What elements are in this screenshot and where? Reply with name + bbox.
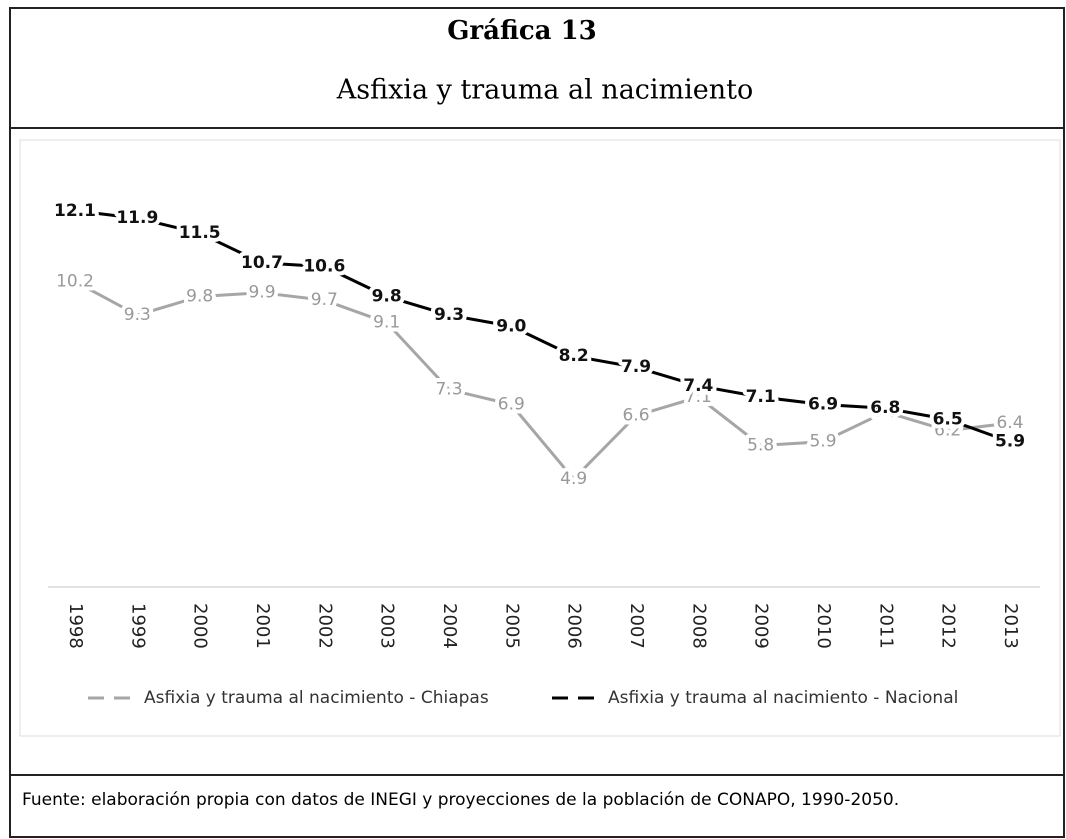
data-label: 6.4 [996, 413, 1023, 433]
data-label: 9.8 [186, 286, 213, 306]
data-label: 7.3 [435, 380, 462, 400]
chart-title: Gráfica 13 [447, 16, 597, 46]
data-label: 9.1 [373, 313, 400, 333]
legend-label: Asfixia y trauma al nacimiento - Naciona… [608, 688, 958, 708]
data-label: 9.8 [372, 286, 402, 306]
data-label: 7.9 [621, 357, 651, 377]
data-label: 9.9 [248, 283, 275, 303]
data-label: 11.5 [179, 223, 221, 243]
series-line [74, 280, 1011, 482]
legend: Asfixia y trauma al nacimiento - Chiapas… [88, 688, 958, 708]
data-label: 5.8 [747, 435, 774, 455]
data-label: 11.9 [116, 208, 158, 228]
x-tick-label: 2006 [564, 603, 585, 649]
chart-subtitle: Asfixia y trauma al nacimiento [336, 75, 754, 106]
x-tick-label: 1998 [65, 603, 86, 649]
data-label: 6.9 [498, 394, 525, 414]
data-label: 6.5 [933, 409, 963, 429]
data-label: 9.0 [496, 316, 526, 336]
data-label: 9.7 [311, 290, 338, 310]
data-label: 9.3 [434, 305, 464, 325]
data-label: 8.2 [559, 346, 589, 366]
x-tick-label: 2009 [751, 603, 772, 649]
data-label: 7.4 [683, 376, 713, 396]
x-tick-label: 2003 [377, 603, 398, 649]
x-tick-label: 2001 [252, 603, 273, 649]
x-tick-label: 2007 [626, 603, 647, 649]
data-label: 7.1 [685, 387, 712, 407]
data-label: 5.9 [809, 432, 836, 452]
data-label: 10.2 [56, 272, 94, 292]
x-tick-label: 2013 [1000, 603, 1021, 649]
x-tick-label: 2004 [439, 603, 460, 649]
source-note: Fuente: elaboración propia con datos de … [22, 790, 899, 810]
data-label: 6.8 [870, 398, 900, 418]
data-label: 6.2 [934, 421, 961, 441]
data-label: 10.7 [241, 253, 283, 273]
x-tick-label: 2008 [688, 603, 709, 649]
frame [9, 7, 1065, 838]
x-tick-label: 1999 [127, 603, 148, 649]
data-label: 6.6 [622, 406, 649, 426]
data-label: 7.1 [746, 387, 776, 407]
x-tick-label: 2002 [314, 603, 335, 649]
x-tick-label: 2012 [938, 603, 959, 649]
x-tick-label: 2010 [813, 603, 834, 649]
data-label: 9.3 [124, 305, 151, 325]
legend-label: Asfixia y trauma al nacimiento - Chiapas [144, 688, 489, 708]
data-label: 4.9 [560, 469, 587, 489]
data-label: 12.1 [54, 201, 96, 221]
data-label: 6.7 [872, 402, 899, 422]
data-label: 10.6 [303, 257, 345, 277]
x-tick-label: 2011 [875, 603, 896, 649]
x-tick-label: 2000 [190, 603, 211, 649]
data-label: 6.9 [808, 394, 838, 414]
series-line [74, 209, 1011, 444]
plot-frame [19, 139, 1061, 737]
x-tick-label: 2005 [501, 603, 522, 649]
data-label: 5.9 [995, 432, 1025, 452]
